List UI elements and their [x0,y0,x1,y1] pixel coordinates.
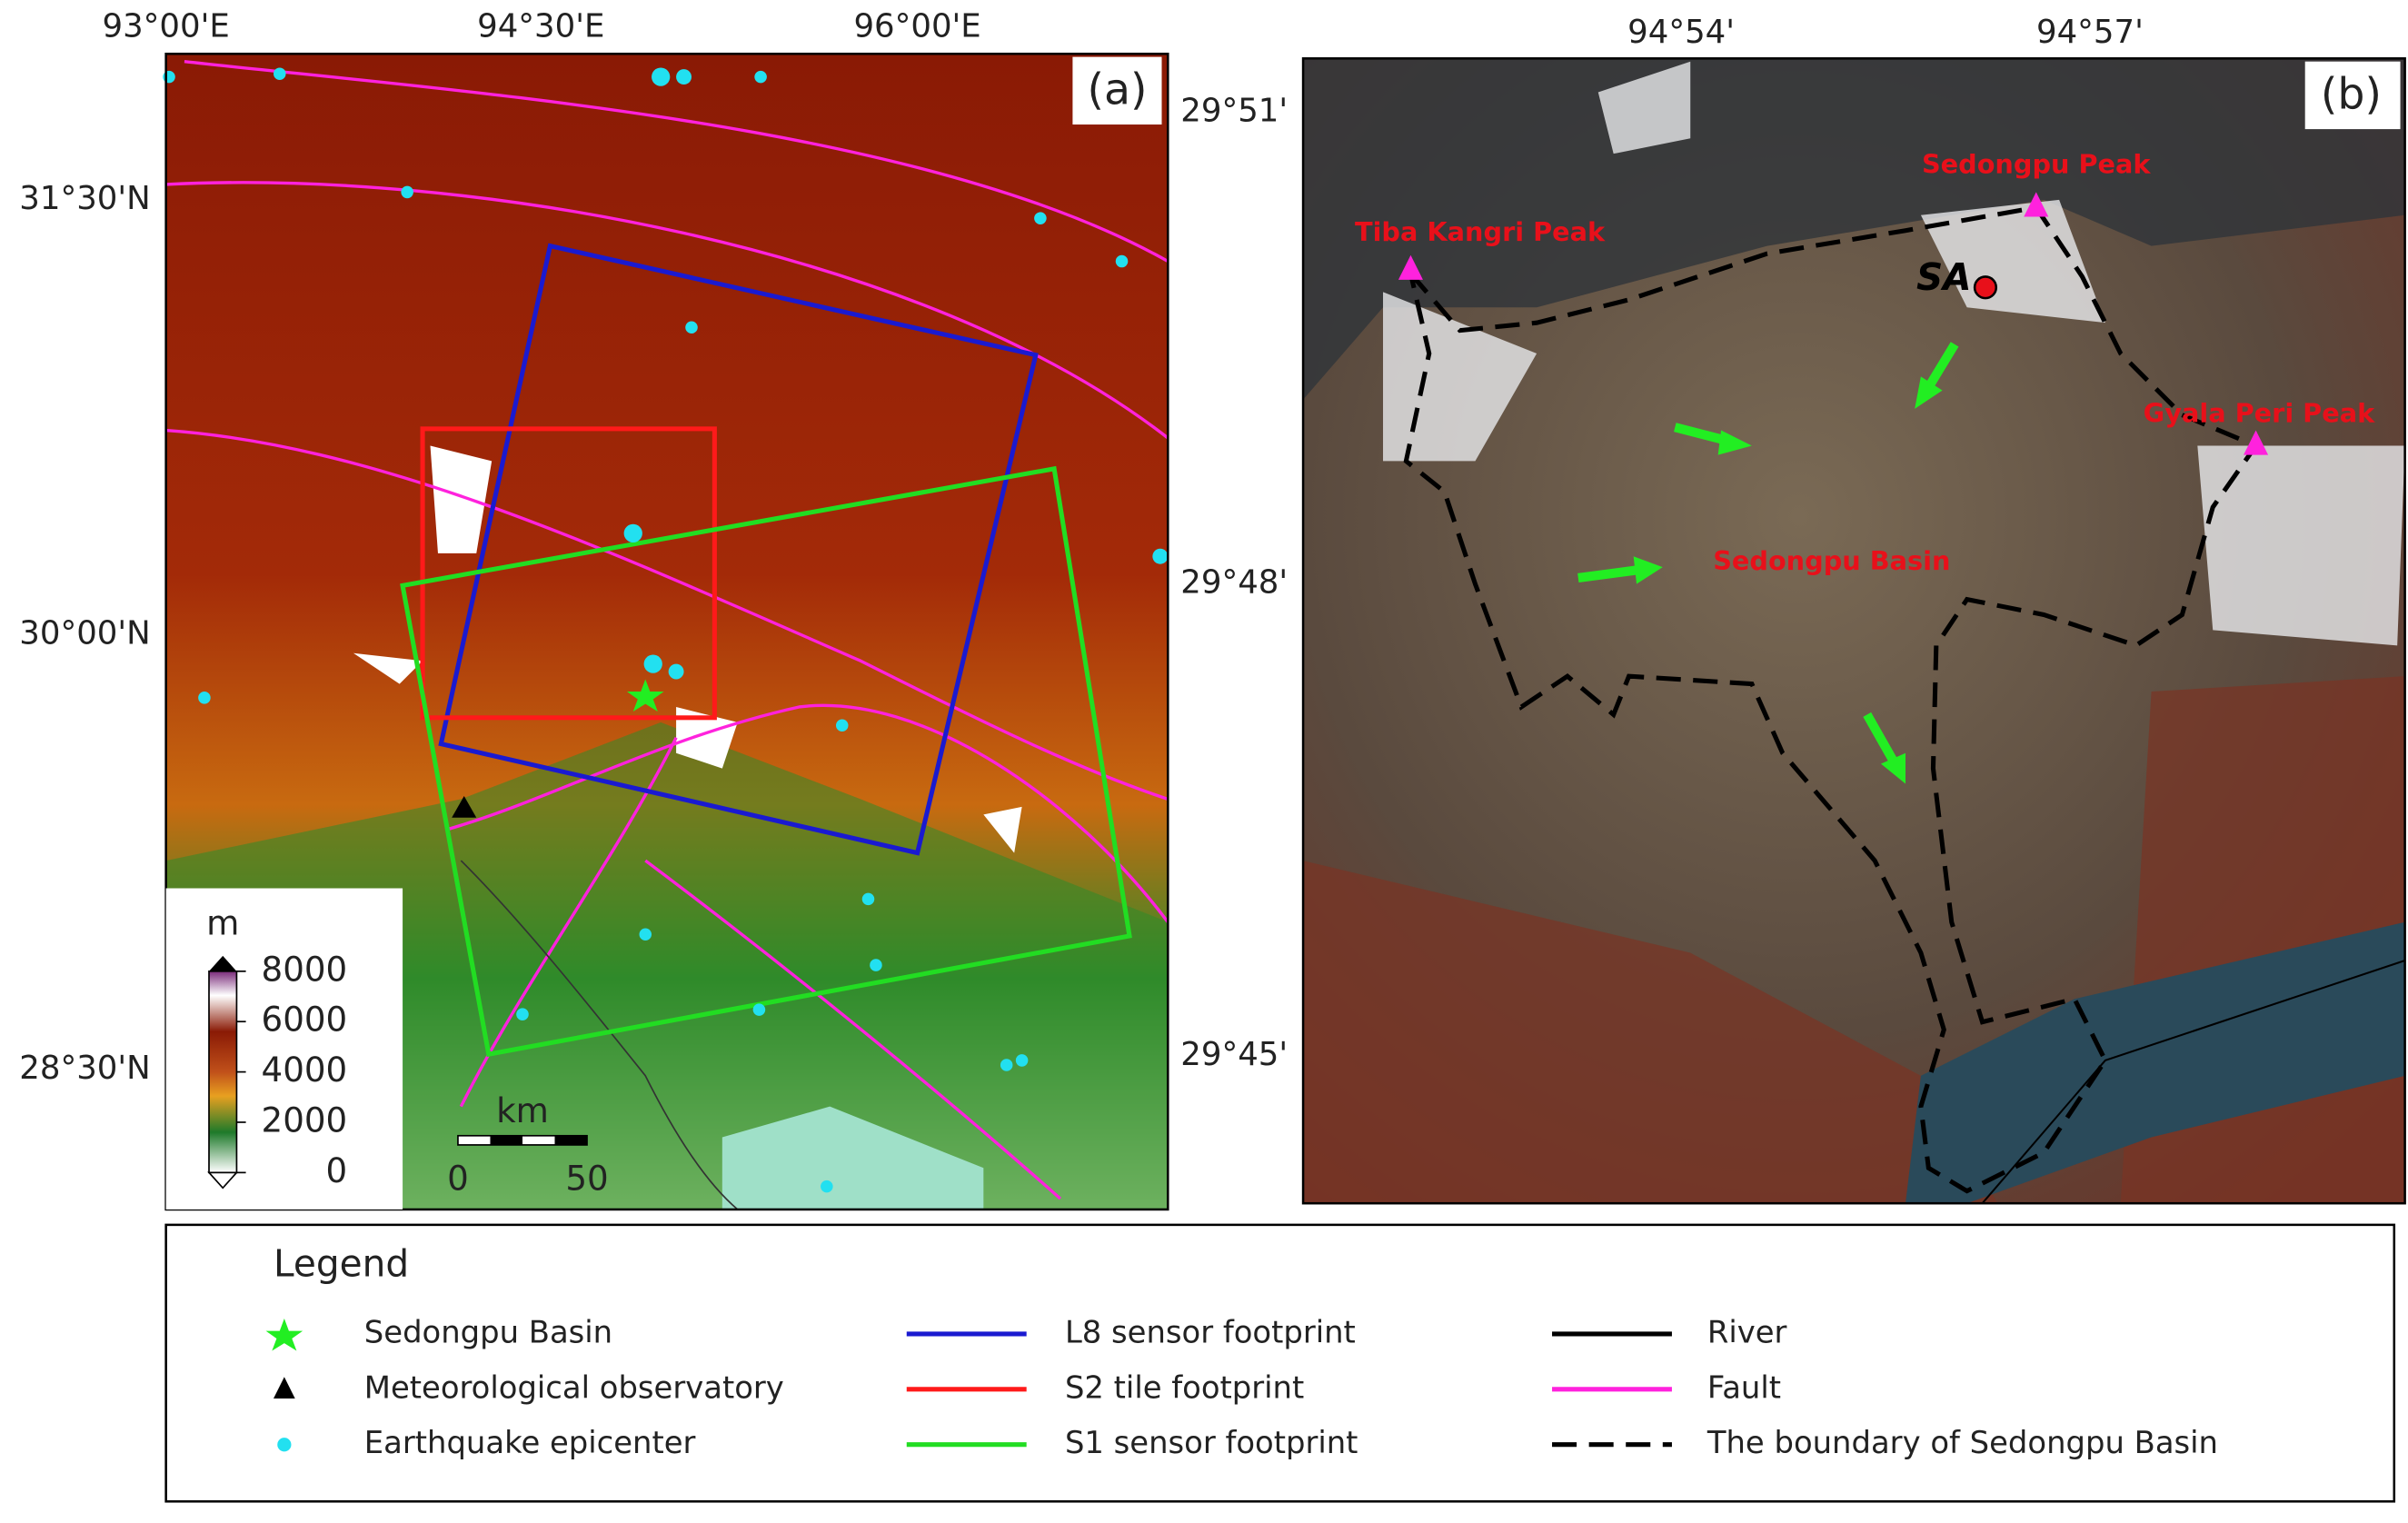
scale-label: 50 [565,1158,608,1198]
legend-label: Meteorological observatory [364,1369,784,1405]
peaks [1398,192,2269,455]
colorbar-ticks: 8000 6000 4000 2000 0 [236,949,347,1190]
shadow [1303,58,2405,400]
panel-label: (b) [2321,70,2382,120]
flow-arrows [1577,342,1959,784]
panel-b: Tiba Kangri Peak Sedongpu Peak Gyala Per… [1180,14,2406,1205]
y-tick-label: 29°51' [1180,92,1288,129]
scale-bar [554,1135,588,1145]
x-tick-label: 94°57' [2036,14,2144,51]
legend: Legend Sedongpu Basin Meteorological obs… [164,1223,2396,1503]
legend-label: S1 sensor footprint [1065,1425,1358,1460]
panel-a: (a) 93°00'E 94°30'E 96°00'E 31°30'N 30°0… [19,7,1169,1211]
lowland [721,1106,984,1209]
x-tick-label: 96°00'E [853,7,980,45]
basin-label: Sedongpu Basin [1713,545,1950,576]
colorbar-tick-label: 2000 [262,1100,348,1140]
y-tick-label: 31°30'N [19,180,150,217]
peak-label: Sedongpu Peak [1922,149,2151,180]
panel-label: (a) [1087,65,1147,115]
legend-label: The boundary of Sedongpu Basin [1706,1425,2218,1460]
river-water [1906,921,2405,1204]
basin-star [626,679,664,712]
legend-label: Sedongpu Basin [364,1314,612,1349]
l8-footprint [438,243,1039,856]
scale-label: 0 [447,1158,469,1198]
peak-label: Gyala Peri Peak [2144,398,2375,429]
scale-bar [490,1135,522,1145]
label-box [2304,61,2401,130]
colorbar [208,970,238,1174]
basin-boundary [1403,204,2260,1194]
sa-point [1973,275,1998,300]
legend-label: S2 tile footprint [1065,1369,1304,1405]
snow [1383,61,2405,646]
colorbar-tick-label: 4000 [262,1050,348,1090]
observatory [452,796,477,818]
frame [164,52,1169,1211]
river [460,860,739,1210]
legend-title: Legend [274,1242,409,1286]
y-tick-label: 28°30'N [19,1050,150,1087]
colorbar-cap [208,955,237,971]
x-tick-label: 94°30'E [477,7,604,45]
y-tick-label: 29°48' [1180,564,1288,602]
legend-label: L8 sensor footprint [1065,1314,1356,1349]
legend-box [164,1223,2396,1503]
legend-label: Fault [1707,1369,1781,1405]
label-box [1072,56,1162,125]
colorbar-tick-label: 8000 [262,949,348,989]
s2-footprint [420,426,717,721]
frame [1301,57,2406,1205]
colorbar-unit: m [206,903,239,943]
y-tick-label: 30°00'N [19,614,150,652]
peak-label: Tiba Kangri Peak [1355,216,1606,247]
legend-symbol [274,1377,295,1399]
colorbar-tick-label: 0 [326,1150,348,1190]
sa-label: SA [1916,255,1972,299]
legend-symbol [277,1438,292,1452]
scale-unit: km [496,1090,549,1130]
legend-label: River [1707,1314,1787,1349]
legend-label: Earthquake epicenter [364,1425,696,1460]
river [1981,960,2405,1204]
y-tick-label: 29°45' [1180,1036,1288,1073]
s1-footprint [400,465,1132,1058]
legend-symbol [265,1319,303,1351]
x-tick-label: 94°54' [1627,14,1735,51]
x-tick-label: 93°00'E [102,7,229,45]
colorbar-cap [207,1171,239,1190]
colorbar-box [165,888,403,1209]
colorbar-tick-label: 6000 [262,1000,348,1040]
